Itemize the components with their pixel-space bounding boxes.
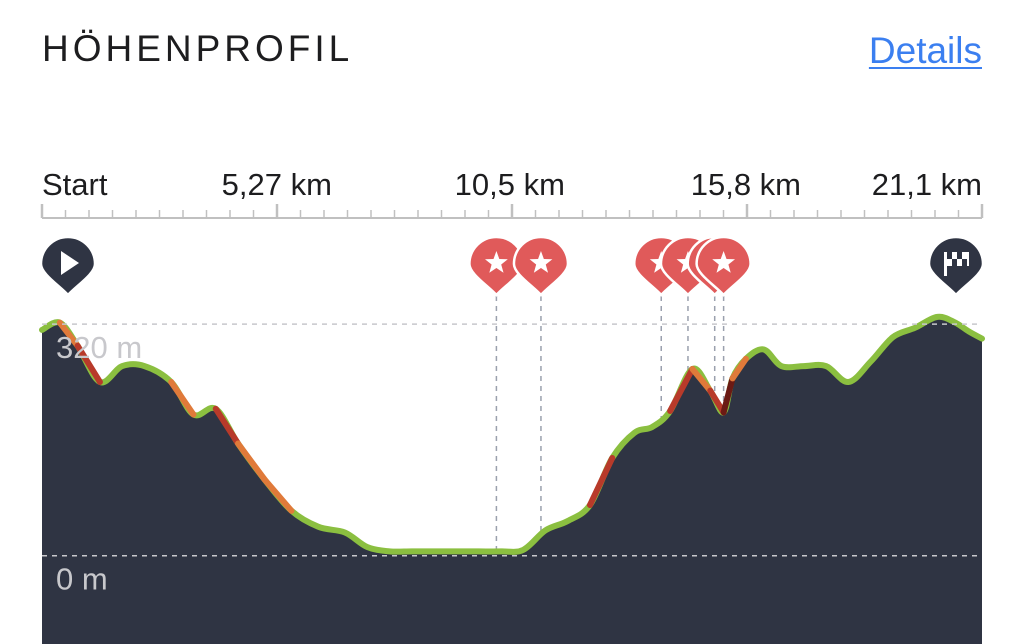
x-tick-label: 10,5 km bbox=[455, 167, 565, 202]
details-link[interactable]: Details bbox=[868, 30, 982, 71]
star-icon bbox=[529, 251, 553, 273]
steep-segment bbox=[667, 365, 696, 414]
checkered-flag-icon bbox=[944, 252, 969, 276]
poi-star-pin[interactable] bbox=[695, 235, 752, 297]
star-icon bbox=[712, 251, 736, 273]
finish-pin[interactable] bbox=[927, 235, 985, 297]
steep-segment bbox=[261, 476, 295, 514]
route-markers bbox=[39, 235, 985, 297]
x-tick-label: Start bbox=[42, 167, 108, 202]
steep-segment bbox=[74, 342, 103, 385]
y-tick-label: 0 m bbox=[56, 562, 108, 597]
star-icon bbox=[485, 251, 508, 273]
page-title: HÖHENPROFIL bbox=[42, 28, 354, 69]
elevation-fill bbox=[42, 316, 982, 644]
steep-segment bbox=[729, 355, 749, 382]
play-icon bbox=[61, 251, 79, 275]
x-tick-label: 15,8 km bbox=[691, 167, 801, 202]
x-tick-label: 5,27 km bbox=[222, 167, 332, 202]
steep-segment bbox=[689, 365, 714, 394]
x-axis-labels: Start 5,27 km 10,5 km 15,8 km 21,1 km bbox=[42, 167, 982, 202]
horizontal-gridlines bbox=[42, 323, 982, 557]
x-axis bbox=[40, 204, 984, 219]
steep-segment bbox=[56, 319, 81, 349]
start-pin[interactable] bbox=[39, 235, 97, 297]
steep-segment bbox=[212, 405, 242, 447]
steep-segment bbox=[235, 440, 268, 483]
elevation-line bbox=[39, 313, 985, 555]
y-axis-labels: 320 m 0 m bbox=[56, 330, 142, 597]
steep-segment bbox=[707, 387, 727, 416]
steep-segment bbox=[586, 454, 616, 509]
poi-star-pin[interactable] bbox=[512, 235, 570, 297]
y-tick-label: 320 m bbox=[56, 330, 142, 365]
x-tick-label: 21,1 km bbox=[872, 167, 982, 202]
steep-segment bbox=[168, 378, 197, 418]
steep-segment bbox=[720, 375, 736, 416]
elevation-area bbox=[39, 313, 985, 644]
